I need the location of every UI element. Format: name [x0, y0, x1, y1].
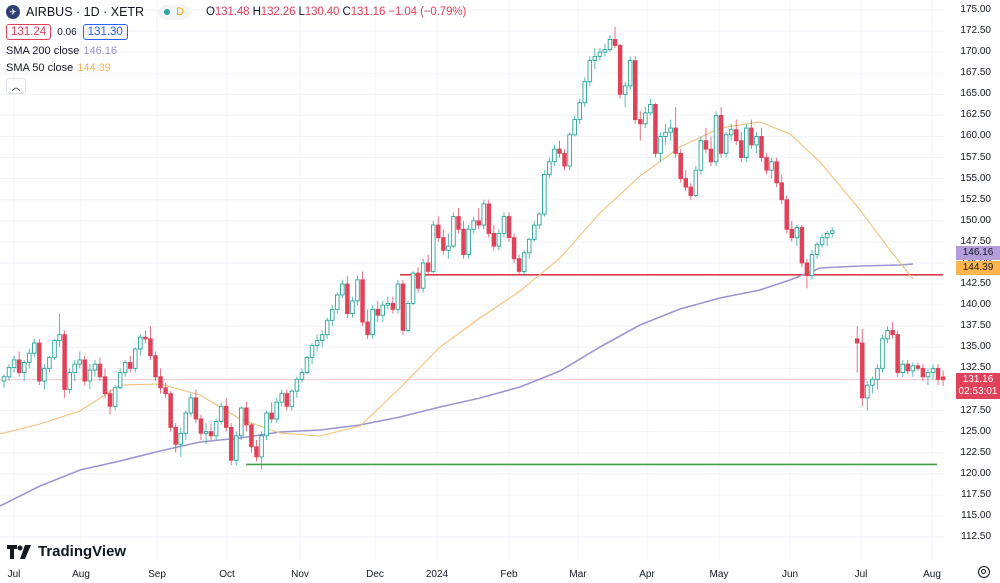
time-tick-label: Mar — [569, 569, 587, 580]
price-tick-label: 162.50 — [960, 109, 991, 121]
symbol-title[interactable]: AIRBUS · 1D · XETR — [26, 5, 145, 19]
price-tick-label: 150.00 — [960, 214, 991, 226]
market-open-dot-icon — [164, 9, 171, 15]
chevron-up-icon: ︿ — [11, 81, 21, 92]
indicator-sma50[interactable]: SMA 50 close 144.39 — [6, 62, 111, 74]
airbus-logo-icon: ✈ — [6, 5, 20, 19]
time-tick-label: 2024 — [425, 569, 449, 580]
indicator-sma200[interactable]: SMA 200 close 146.16 — [6, 45, 118, 57]
sell-price-button[interactable]: 131.24 — [6, 24, 52, 40]
price-tick-label: 152.50 — [960, 193, 991, 205]
time-tick-label: Nov — [291, 569, 309, 580]
price-tick-label: 157.50 — [960, 151, 991, 163]
price-tick-label: 117.50 — [961, 488, 991, 500]
drawn-horizontal-lines[interactable] — [246, 273, 943, 466]
ohlc-values: O131.48 H132.26 L130.40 C131.16 −1.04 (−… — [206, 6, 467, 18]
time-tick-label: Sep — [148, 569, 166, 580]
price-tick-label: 165.00 — [960, 88, 991, 100]
price-tick-label: 137.50 — [960, 320, 991, 332]
price-tick-label: 155.00 — [960, 172, 991, 184]
sma200-line — [0, 263, 914, 507]
price-tick-label: 172.50 — [960, 25, 991, 37]
time-tick-label: Aug — [72, 569, 90, 580]
price-tick-label: 135.00 — [960, 341, 991, 353]
price-tick-label: 115.00 — [961, 509, 991, 521]
price-tag: 146.16 — [956, 246, 1000, 261]
price-tick-label: 132.50 — [960, 362, 991, 374]
price-tick-label: 175.00 — [960, 4, 991, 15]
price-tick-label: 122.50 — [960, 446, 991, 458]
price-tick-label: 142.50 — [960, 278, 991, 290]
price-tick-label: 140.00 — [960, 299, 991, 311]
price-tick-label: 125.00 — [960, 425, 991, 437]
time-tick-label: Oct — [219, 569, 235, 580]
time-tick-label: Jun — [781, 569, 799, 580]
time-tick-label: Jul — [854, 569, 868, 580]
collapse-legend-button[interactable]: ︿ — [6, 78, 26, 94]
price-tick-label: 160.00 — [960, 130, 991, 142]
price-tick-label: 167.50 — [960, 67, 991, 79]
price-tag: 144.39 — [956, 261, 1000, 276]
time-tick-label: Aug — [923, 569, 941, 580]
price-tick-label: 112.50 — [961, 531, 991, 542]
buy-price-button[interactable]: 131.30 — [82, 24, 128, 40]
price-tag: 131.16 02:53:01 — [956, 372, 1000, 399]
chart-grid — [0, 0, 945, 560]
time-tick-label: Dec — [366, 569, 384, 580]
tradingview-logo[interactable]: TradingView — [7, 543, 126, 560]
candlesticks — [1, 26, 946, 470]
price-change: −1.04 (−0.79%) — [388, 6, 467, 18]
market-status-badge[interactable]: D — [158, 4, 191, 20]
price-tick-label: 170.00 — [960, 46, 991, 58]
chart-settings-gear-icon[interactable] — [978, 566, 990, 578]
price-tick-label: 127.50 — [960, 404, 991, 416]
spread-value: 0.06 — [57, 26, 77, 38]
tradingview-logo-icon — [7, 544, 31, 559]
time-tick-label: Feb — [500, 569, 518, 580]
price-tick-label: 120.00 — [960, 467, 991, 479]
time-tick-label: Apr — [639, 569, 655, 580]
price-tick-label: 147.50 — [960, 235, 991, 247]
delayed-data-indicator: D — [176, 6, 185, 18]
time-tick-label: May — [709, 569, 729, 580]
chart-legend: ✈ AIRBUS · 1D · XETR D O131.48 H132.26 L… — [6, 3, 466, 94]
time-tick-label: Jul — [7, 569, 21, 580]
